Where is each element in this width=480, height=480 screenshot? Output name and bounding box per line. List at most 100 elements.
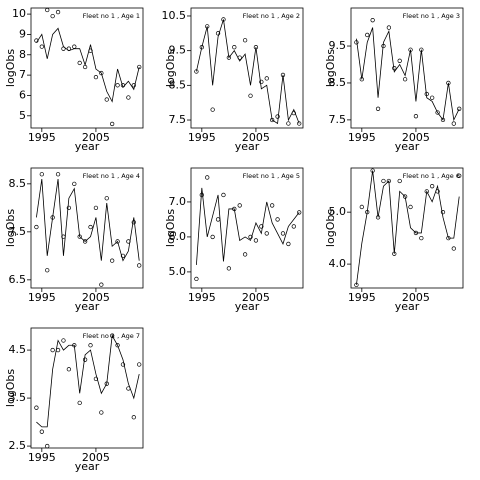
observed-point (82, 357, 88, 362)
observed-point (93, 75, 99, 80)
observed-point (226, 266, 232, 271)
x-tick-label: 1995 (28, 451, 56, 464)
observed-point (50, 347, 55, 353)
x-axis-label: year (75, 300, 100, 313)
x-tick-label: 1995 (28, 131, 56, 144)
y-tick-label: 9 (19, 27, 26, 40)
observed-point (137, 263, 142, 268)
observed-point (34, 405, 39, 410)
observed-point (248, 234, 253, 240)
observed-point (205, 175, 210, 180)
plot-frame (350, 167, 464, 289)
observed-point (55, 172, 61, 177)
observed-point (39, 44, 44, 49)
x-axis-label: year (75, 460, 100, 473)
plot-frame (190, 167, 304, 289)
observed-point (210, 107, 215, 112)
observed-point (88, 224, 93, 230)
x-tick-label: 2005 (82, 451, 110, 464)
y-tick-label: 6.5 (9, 273, 27, 286)
panel-title: Fleet no 1 , Age 7 (83, 332, 140, 340)
observed-point (66, 205, 72, 210)
fitted-line (36, 27, 140, 103)
plot-frame (350, 7, 464, 129)
panel-title: Fleet no 1 , Age 5 (243, 172, 300, 180)
observed-point (291, 224, 296, 229)
observed-point (297, 121, 302, 126)
observed-point (77, 60, 82, 66)
observed-point (34, 224, 39, 230)
fitted-line (36, 178, 140, 262)
fitted-line (356, 170, 460, 285)
observed-point (397, 58, 402, 63)
observed-point (242, 38, 248, 43)
observed-point (248, 93, 253, 98)
fitted-line (36, 334, 140, 428)
observed-point (93, 205, 99, 210)
observed-point (82, 239, 88, 244)
y-tick-label: 7.0 (169, 195, 187, 208)
x-axis-label: year (395, 300, 420, 313)
panel: Fleet no 1 , Age 3 year logObs 1995 2005 7.5 8… (324, 7, 464, 153)
observed-point (115, 239, 120, 244)
plot-frame (30, 167, 144, 289)
observed-point (264, 231, 269, 236)
panel-title: Fleet no 1 , Age 6 (403, 172, 460, 180)
y-tick-label: 8.5 (169, 78, 187, 91)
observed-point (131, 415, 136, 420)
fitted-line (356, 27, 460, 122)
y-tick-label: 5.0 (169, 265, 187, 278)
panel-title: Fleet no 1 , Age 3 (403, 12, 460, 20)
observed-point (55, 9, 61, 15)
observed-point (259, 79, 264, 85)
observed-point (275, 217, 280, 222)
panel: Fleet no 1 , Age 7 year logObs 1995 2005 2.5 3… (4, 327, 144, 473)
observed-point (457, 173, 462, 178)
x-tick-label: 2005 (242, 131, 270, 144)
observed-point (297, 210, 302, 215)
y-tick-label: 7 (19, 68, 26, 81)
observed-point (39, 429, 44, 434)
observed-point (137, 362, 142, 367)
y-axis-label: logObs (4, 49, 17, 87)
observed-point (430, 184, 435, 189)
observed-point (120, 253, 126, 258)
y-tick-label: 10.5 (162, 9, 187, 22)
y-tick-label: 6.0 (169, 230, 187, 243)
observed-point (430, 95, 435, 100)
observed-point (237, 203, 242, 208)
plot-frame (30, 7, 144, 129)
observed-point (232, 45, 237, 50)
observed-point (370, 18, 375, 23)
observed-point (253, 238, 259, 243)
observed-point (50, 13, 55, 19)
observed-point (99, 70, 104, 76)
y-axis-label: logObs (164, 209, 177, 247)
observed-point (110, 121, 115, 127)
observed-point (61, 338, 66, 343)
observed-point (451, 246, 456, 251)
panel: Fleet no 1 , Age 5 year logObs 1995 2005 5.0 6… (164, 167, 304, 313)
y-tick-label: 8.5 (9, 177, 27, 190)
observed-point (99, 282, 104, 287)
y-tick-label: 10 (12, 7, 26, 20)
observed-point (39, 172, 44, 177)
y-tick-label: 4.0 (329, 257, 347, 270)
observed-point (397, 178, 402, 184)
observed-point (93, 376, 99, 382)
observed-point (270, 203, 275, 208)
observed-point (115, 343, 120, 348)
x-tick-label: 2005 (82, 291, 110, 304)
observed-point (110, 258, 115, 263)
y-axis-label: logObs (164, 49, 177, 87)
observed-point (413, 114, 419, 119)
observed-point (402, 77, 408, 82)
plot-frame (190, 7, 304, 129)
y-tick-label: 9.5 (169, 44, 187, 57)
observed-point (77, 400, 82, 406)
observed-point (286, 241, 291, 247)
panel: Fleet no 1 , Age 1 year logObs 1995 2005 5 6 7 8… (4, 7, 144, 153)
observed-point (104, 97, 109, 102)
observed-point (440, 210, 446, 215)
fitted-line (196, 19, 300, 125)
